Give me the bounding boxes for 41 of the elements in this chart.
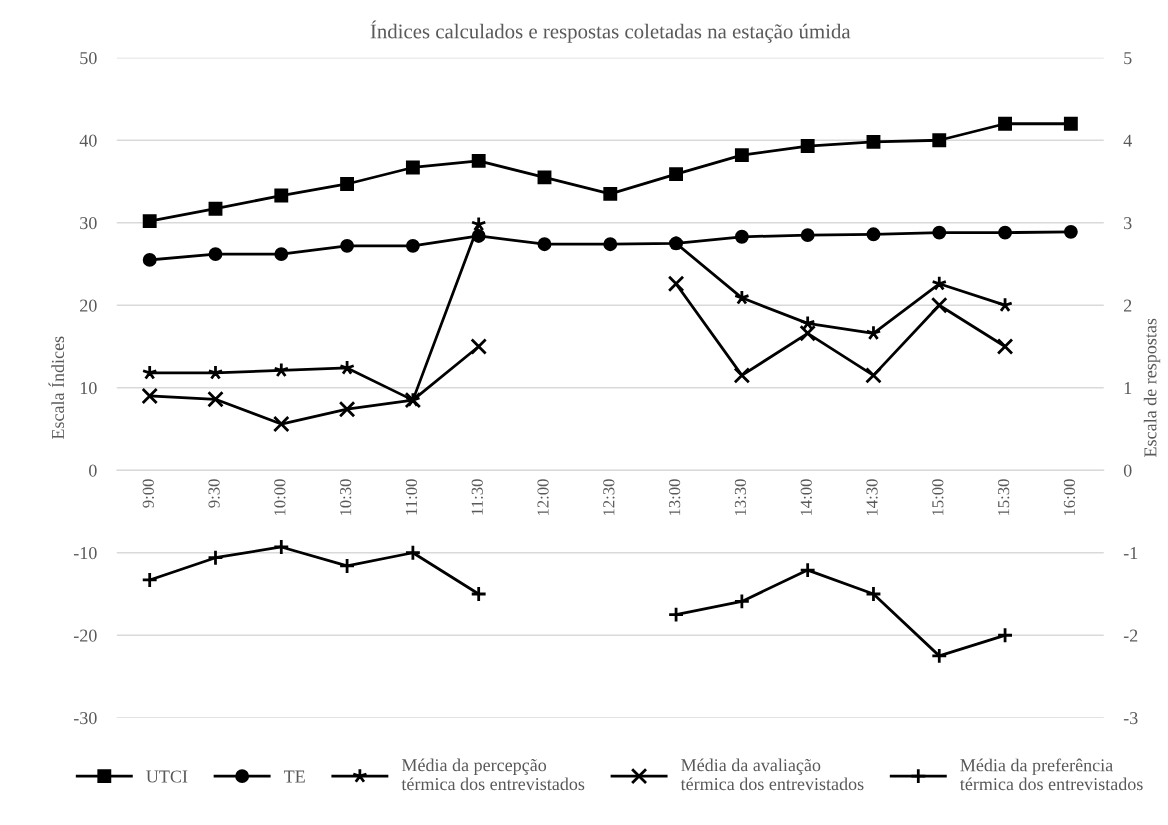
y2-tick-label: 0 bbox=[1123, 464, 1132, 477]
y-tick-label: 40 bbox=[79, 134, 97, 147]
legend-label: Média da avaliação térmica dos entrevistados bbox=[680, 758, 864, 791]
legend-label: TE bbox=[283, 770, 305, 783]
y2-tick-label: 2 bbox=[1124, 299, 1132, 312]
y-tick-label: -20 bbox=[73, 629, 97, 642]
legend-label: UTCI bbox=[146, 770, 188, 783]
y2-tick-label: 4 bbox=[1123, 134, 1132, 147]
x-tick-label: 15:00 bbox=[932, 479, 944, 516]
x-tick-label: 9:30 bbox=[208, 479, 220, 508]
x-tick-label: 16:00 bbox=[1063, 479, 1076, 516]
x-tick-label: 15:30 bbox=[997, 479, 1010, 516]
x-tick-label: 13:00 bbox=[669, 479, 681, 516]
x-tick-label: 14:30 bbox=[866, 479, 878, 516]
y-tick-label: 0 bbox=[89, 464, 97, 477]
x-tick-label: 11:30 bbox=[471, 479, 483, 515]
chart-title: Índices calculados e respostas coletadas na estação úmida bbox=[370, 20, 851, 43]
legend-label: Média da preferência térmica dos entrevistados bbox=[960, 758, 1143, 791]
y-tick-label: 30 bbox=[80, 217, 97, 230]
y2-tick-label: 3 bbox=[1124, 217, 1132, 230]
y2-tick-label: -2 bbox=[1123, 629, 1138, 642]
y-axis-title: Escala Índices bbox=[48, 336, 65, 440]
y2-tick-label: -3 bbox=[1123, 712, 1138, 725]
y-tick-label: 50 bbox=[80, 52, 97, 65]
x-tick-label: 12:00 bbox=[537, 479, 549, 516]
y2-axis-title: Escala de respostas bbox=[1143, 318, 1161, 457]
y-tick-label: 20 bbox=[80, 299, 97, 312]
y-tick-label: -10 bbox=[73, 547, 97, 560]
y2-tick-label: -1 bbox=[1123, 547, 1138, 560]
x-tick-label: 10:30 bbox=[340, 479, 352, 516]
y2-tick-label: 1 bbox=[1124, 382, 1132, 395]
x-tick-label: 9:00 bbox=[142, 479, 154, 508]
x-tick-label: 13:30 bbox=[734, 479, 747, 516]
y-tick-label: 10 bbox=[80, 382, 97, 395]
x-tick-label: 14:00 bbox=[800, 479, 812, 516]
legend-label: Média da percepção térmica dos entrevistados bbox=[401, 758, 585, 791]
x-tick-label: 10:00 bbox=[274, 479, 286, 516]
y-tick-label: -30 bbox=[73, 712, 97, 725]
y2-tick-label: 5 bbox=[1124, 52, 1132, 65]
x-tick-label: 12:30 bbox=[603, 479, 615, 516]
x-tick-label: 11:00 bbox=[405, 479, 418, 515]
